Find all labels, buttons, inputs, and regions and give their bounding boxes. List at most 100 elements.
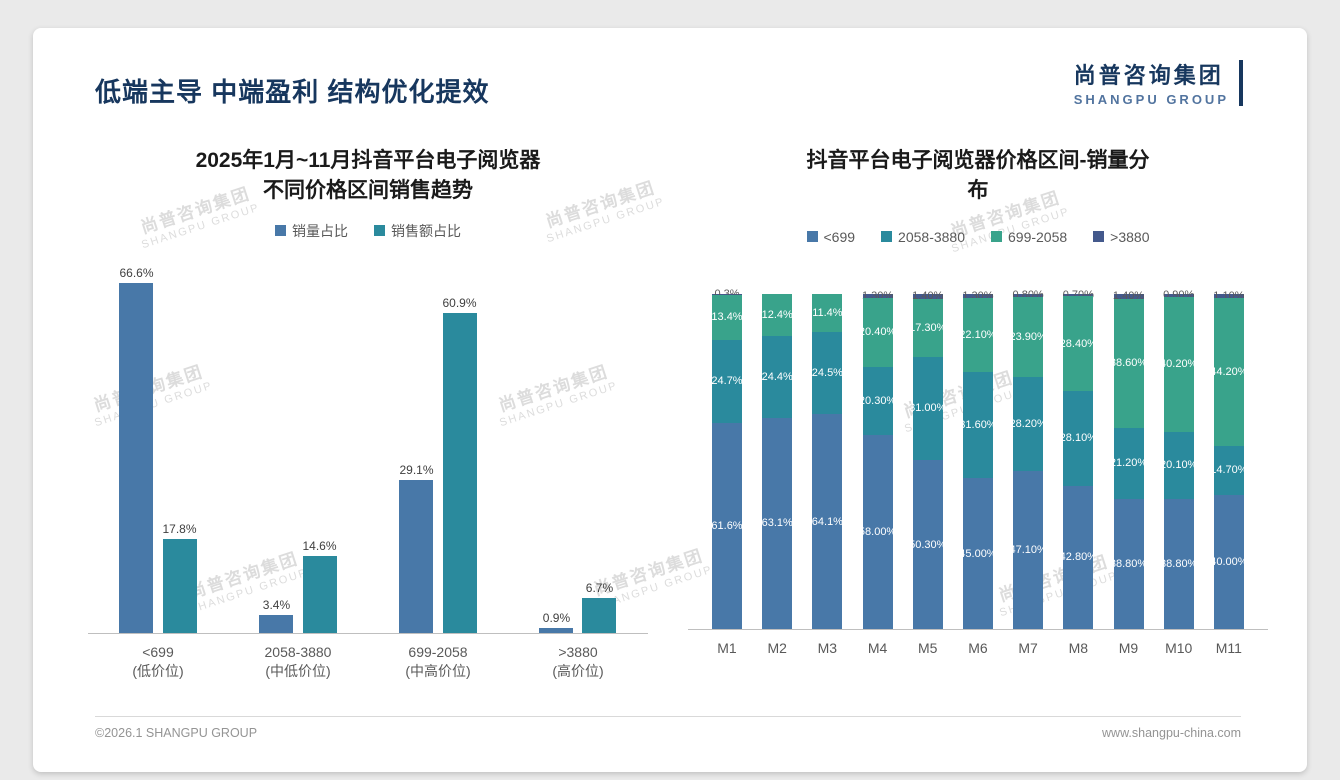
segment-value-label: 31.60% [959, 419, 997, 432]
category-label: M1 [712, 639, 742, 659]
bar-column: 1.40% 17.30% 31.00% 50.30% [909, 290, 946, 629]
segment-2058-3880: 14.70% [1210, 445, 1248, 495]
bar-销售额占比 [302, 556, 337, 633]
segment-2058-3880: 24.7% [711, 339, 743, 423]
segment-699-2058: 23.90% [1009, 296, 1047, 377]
segment-2058-3880: 28.20% [1009, 376, 1047, 472]
legend-item: 699-2058 [991, 229, 1067, 245]
logo-text: 尚普咨询集团 SHANGPU GROUP [1074, 58, 1229, 107]
legend-item: 销量占比 [275, 221, 348, 241]
chart-right-categories: M1 M2 M3 M4 M5 M6 M7 M8 M9 M10 M11 [688, 639, 1268, 659]
segment-value-label: 44.20% [1210, 365, 1248, 378]
category-label: M6 [963, 639, 993, 659]
chart-title-line: 抖音平台电子阅览器价格区间-销量分 [806, 149, 1150, 172]
category-label: M9 [1114, 639, 1144, 659]
category-name: M10 [1165, 639, 1193, 656]
category-name: M5 [918, 639, 938, 656]
bar-销量占比 [399, 480, 434, 633]
page-title: 低端主导 中端盈利 结构优化提效 [95, 77, 490, 107]
segment-2058-3880: 24.4% [762, 335, 793, 418]
segment-value-label: 14.70% [1210, 464, 1248, 477]
chart-right-legend: <699 2058-3880 699-2058 >3880 [688, 229, 1268, 245]
category-sublabel: (低价位) [132, 663, 184, 680]
segment-value-label: 40.20% [1160, 358, 1198, 371]
bar-wrap: 17.8% [162, 522, 197, 633]
bar-wrap: 0.9% [539, 611, 574, 633]
category-name: M7 [1018, 639, 1038, 656]
segment-699-2058: 13.4% [711, 294, 743, 340]
segment-value-label: 38.80% [1160, 557, 1198, 570]
segment-value-label: 31.00% [909, 402, 947, 415]
segment-2058-3880: 21.20% [1110, 427, 1147, 499]
category-label: >3880 (高价位) [518, 643, 638, 682]
bar-销售额占比 [442, 313, 477, 633]
segment-value-label: 20.30% [858, 394, 897, 407]
category-name: >3880 [558, 643, 598, 660]
bar-销售额占比 [162, 539, 197, 633]
bar-value-label: 14.6% [302, 539, 337, 554]
bar-wrap: 66.6% [119, 266, 154, 633]
category-label: M8 [1063, 639, 1093, 659]
bar-column: 1.10% 44.20% 14.70% 40.00% [1210, 290, 1248, 629]
bar-column: 0.80% 23.90% 28.20% 47.10% [1009, 289, 1047, 629]
legend-item: 2058-3880 [881, 229, 965, 245]
legend-label: 699-2058 [1008, 228, 1068, 245]
category-label: 699-2058 (中高价位) [378, 643, 498, 682]
segment-value-label: 42.80% [1059, 551, 1097, 564]
category-name: 699-2058 [408, 643, 468, 660]
footer-copyright: ©2026.1 SHANGPU GROUP [95, 726, 258, 740]
bar-column: 1.30% 20.40% 20.30% 58.00% [859, 290, 896, 629]
category-name: M3 [817, 639, 838, 656]
segment-<699: 47.10% [1009, 471, 1047, 629]
category-label: M4 [863, 639, 893, 659]
bar-value-label: 17.8% [162, 522, 197, 537]
segment-<699: 42.80% [1060, 485, 1097, 629]
bar-group: 0.9% 6.7% [539, 580, 617, 633]
segment-value-label: 17.30% [909, 321, 947, 334]
bar-column: 0.90% 40.20% 20.10% 38.80% [1160, 289, 1197, 629]
bar-销量占比 [119, 283, 154, 633]
legend-label: <699 [823, 228, 856, 245]
segment-value-label: 24.7% [711, 375, 743, 388]
segment-value-label: 63.1% [761, 517, 793, 530]
category-name: 2058-3880 [264, 643, 332, 660]
chart-title-line: 布 [967, 179, 989, 203]
bar-wrap: 60.9% [443, 296, 477, 633]
segment-value-label: 47.10% [1009, 543, 1047, 556]
bar-销量占比 [259, 615, 294, 633]
segment-value-label: 20.40% [858, 326, 897, 339]
bar-column: 12.4% 24.4% 63.1% [761, 293, 793, 629]
segment-699-2058: 44.20% [1210, 297, 1248, 446]
bar-value-label: 66.6% [119, 266, 154, 281]
category-name: M2 [767, 639, 787, 656]
chart-left-plot: 66.6% 17.8% 3.4% 14.6% 29.1% 60.9% 0.9% 6.7% [88, 266, 648, 634]
bar-销售额占比 [582, 597, 617, 633]
segment-<699: 64.1% [812, 414, 843, 629]
segment-value-label: 61.6% [711, 519, 743, 532]
category-label: M3 [812, 639, 842, 659]
segment-value-label: 20.10% [1160, 459, 1198, 472]
footer-website: www.shangpu-china.com [1102, 726, 1241, 740]
category-name: M1 [717, 639, 737, 656]
category-name: M6 [968, 639, 988, 656]
segment-699-2058: 22.10% [959, 298, 997, 373]
logo-name-en: SHANGPU GROUP [1073, 92, 1229, 107]
segment-value-label: 23.90% [1009, 330, 1047, 343]
segment-value-label: 28.10% [1059, 432, 1097, 445]
chart-stacked-monthly-distribution: 抖音平台电子阅览器价格区间-销量分 布 <699 2058-3880 699-205… [688, 146, 1268, 658]
legend-label: 销售额占比 [391, 222, 461, 239]
legend-swatch [374, 225, 385, 237]
bar-column: 1.40% 38.60% 21.20% 38.80% [1110, 290, 1147, 629]
segment-<699: 45.00% [959, 478, 997, 629]
category-sublabel: (中高价位) [405, 663, 471, 680]
bar-value-label: 6.7% [585, 580, 614, 595]
legend-label: >3880 [1110, 228, 1150, 245]
category-label: M2 [762, 639, 792, 659]
bar-value-label: 3.4% [262, 598, 291, 613]
chart-right-title: 抖音平台电子阅览器价格区间-销量分 布 [688, 146, 1268, 207]
category-label: M10 [1164, 639, 1194, 659]
bar-column: 11.4% 24.5% 64.1% [812, 293, 843, 629]
category-label: <699 (低价位) [98, 643, 218, 682]
legend-swatch [991, 231, 1002, 243]
category-sublabel: (高价位) [552, 663, 604, 680]
